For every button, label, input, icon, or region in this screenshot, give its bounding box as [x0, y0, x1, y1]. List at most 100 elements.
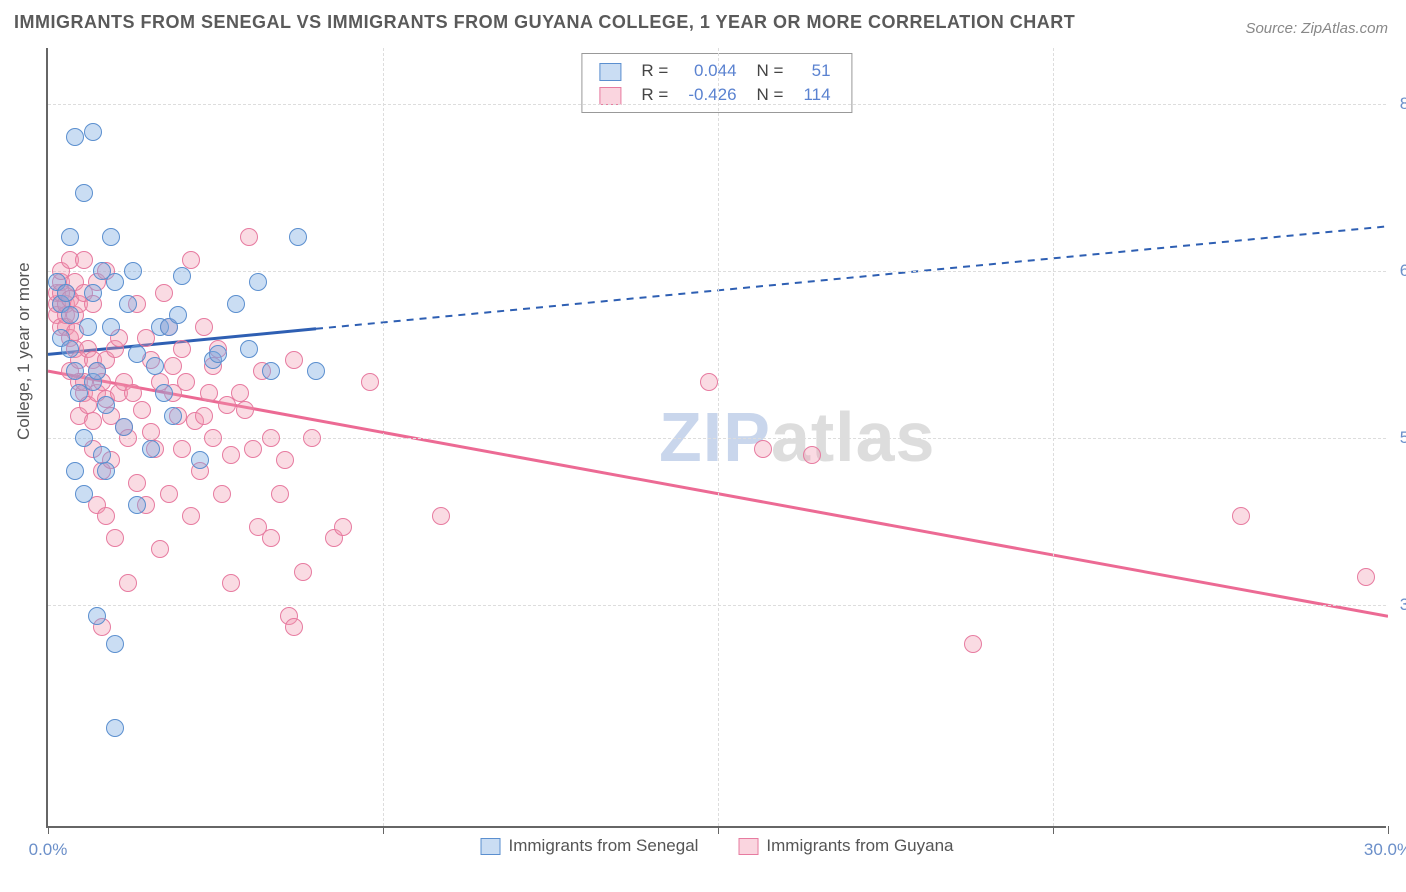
data-point	[66, 362, 84, 380]
data-point	[119, 574, 137, 592]
x-tick-label: 30.0%	[1364, 840, 1406, 860]
y-tick-label: 35.0%	[1400, 595, 1406, 615]
grid-line-v	[383, 48, 384, 826]
data-point	[191, 451, 209, 469]
source-label: Source: ZipAtlas.com	[1245, 20, 1388, 37]
data-point	[57, 284, 75, 302]
data-point	[88, 607, 106, 625]
y-tick-label: 50.0%	[1400, 428, 1406, 448]
data-point	[102, 318, 120, 336]
data-point	[209, 345, 227, 363]
data-point	[964, 635, 982, 653]
y-tick-label: 65.0%	[1400, 261, 1406, 281]
y-tick-label: 80.0%	[1400, 94, 1406, 114]
data-point	[151, 540, 169, 558]
data-point	[334, 518, 352, 536]
data-point	[146, 357, 164, 375]
data-point	[204, 429, 222, 447]
data-point	[222, 446, 240, 464]
data-point	[803, 446, 821, 464]
data-point	[754, 440, 772, 458]
data-point	[244, 440, 262, 458]
data-point	[271, 485, 289, 503]
legend-swatch	[738, 838, 758, 855]
data-point	[79, 318, 97, 336]
data-point	[75, 485, 93, 503]
data-point	[155, 384, 173, 402]
data-point	[1232, 507, 1250, 525]
data-point	[195, 318, 213, 336]
data-point	[160, 485, 178, 503]
data-point	[124, 384, 142, 402]
data-point	[236, 401, 254, 419]
data-point	[133, 401, 151, 419]
data-point	[75, 429, 93, 447]
data-point	[231, 384, 249, 402]
data-point	[227, 295, 245, 313]
data-point	[164, 357, 182, 375]
data-point	[106, 635, 124, 653]
data-point	[106, 719, 124, 737]
plot-area: ZIPatlas R = 0.044N =51R =-0.426N =114 I…	[46, 48, 1386, 828]
data-point	[276, 451, 294, 469]
y-axis-title: College, 1 year or more	[14, 262, 34, 440]
data-point	[294, 563, 312, 581]
data-point	[61, 340, 79, 358]
data-point	[61, 306, 79, 324]
data-point	[285, 618, 303, 636]
chart-title: IMMIGRANTS FROM SENEGAL VS IMMIGRANTS FR…	[14, 12, 1075, 33]
data-point	[84, 123, 102, 141]
data-point	[249, 273, 267, 291]
data-point	[262, 362, 280, 380]
legend-label: Immigrants from Senegal	[509, 836, 699, 856]
data-point	[289, 228, 307, 246]
data-point	[88, 362, 106, 380]
data-point	[84, 412, 102, 430]
data-point	[66, 462, 84, 480]
data-point	[182, 507, 200, 525]
grid-line-h	[48, 605, 1386, 606]
data-point	[182, 251, 200, 269]
legend-swatch	[481, 838, 501, 855]
data-point	[285, 351, 303, 369]
grid-line-h	[48, 271, 1386, 272]
x-tick-label: 0.0%	[29, 840, 68, 860]
data-point	[124, 262, 142, 280]
grid-line-v	[1053, 48, 1054, 826]
legend-item: Immigrants from Guyana	[738, 836, 953, 856]
data-point	[361, 373, 379, 391]
data-point	[84, 284, 102, 302]
x-tick	[1053, 826, 1054, 834]
x-tick	[1388, 826, 1389, 834]
data-point	[213, 485, 231, 503]
data-point	[61, 228, 79, 246]
data-point	[700, 373, 718, 391]
data-point	[307, 362, 325, 380]
data-point	[303, 429, 321, 447]
legend-item: Immigrants from Senegal	[481, 836, 699, 856]
data-point	[177, 373, 195, 391]
x-tick	[718, 826, 719, 834]
data-point	[432, 507, 450, 525]
data-point	[66, 128, 84, 146]
data-point	[222, 574, 240, 592]
x-tick	[48, 826, 49, 834]
data-point	[200, 384, 218, 402]
data-point	[142, 440, 160, 458]
data-point	[128, 496, 146, 514]
grid-line-v	[718, 48, 719, 826]
legend-label: Immigrants from Guyana	[766, 836, 953, 856]
data-point	[240, 340, 258, 358]
data-point	[97, 396, 115, 414]
data-point	[1357, 568, 1375, 586]
grid-line-h	[48, 438, 1386, 439]
data-point	[169, 306, 187, 324]
legend-series: Immigrants from Senegal Immigrants from G…	[481, 836, 954, 856]
data-point	[75, 184, 93, 202]
data-point	[97, 462, 115, 480]
data-point	[142, 423, 160, 441]
x-tick	[383, 826, 384, 834]
data-point	[115, 418, 133, 436]
grid-line-h	[48, 104, 1386, 105]
data-point	[128, 345, 146, 363]
